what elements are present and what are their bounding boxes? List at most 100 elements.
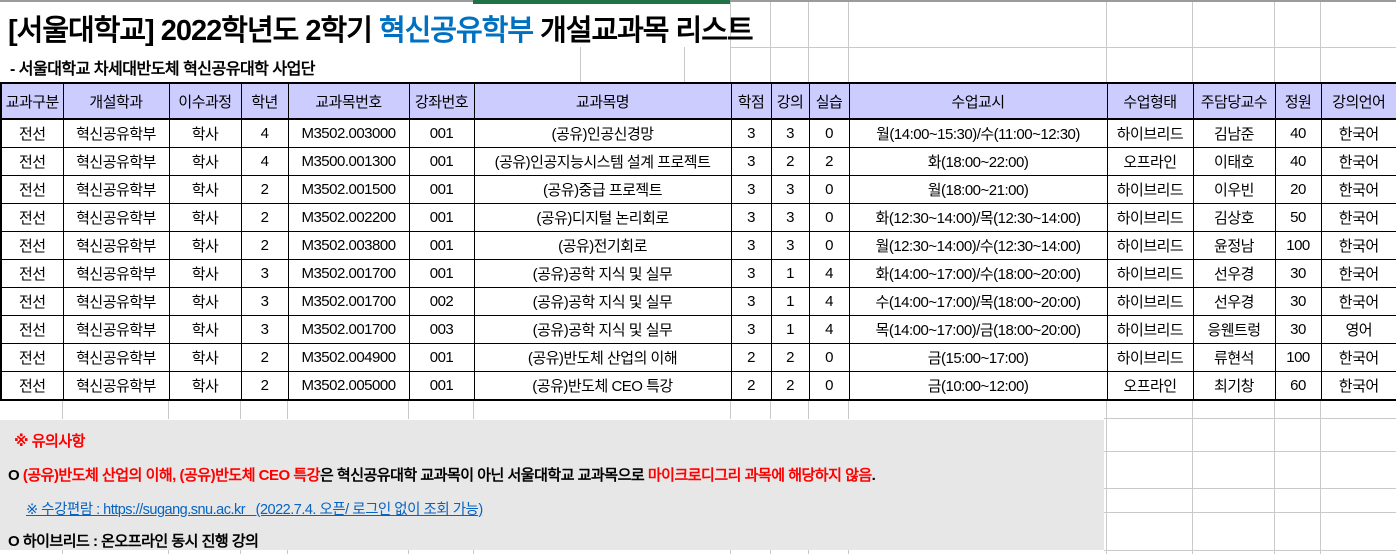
gridline [62,401,63,419]
cell-col-8: 2 [770,343,810,372]
cell-col-0: 전선 [0,203,64,232]
cell-col-8: 3 [770,231,810,260]
cell-col-1: 혁신공유학부 [62,287,170,316]
cell-col-8: 3 [770,118,810,148]
cell-col-9: 0 [808,175,850,204]
course-table: 교과구분 개설학과 이수과정 학년 교과목번호 강좌번호 교과목명 학점 강의 … [0,82,1396,401]
cell-col-4: M3502.001500 [287,175,410,204]
gridline [1104,512,1396,513]
cell-col-5: 001 [408,203,475,232]
cell-col-13: 40 [1274,147,1322,176]
title-text-suffix: 개설교과목 리스트 [533,15,754,47]
cell-col-0: 전선 [0,315,64,344]
course-table-body: 전선 혁신공유학부 학사 4 M3502.003000 001 (공유)인공신경망 3 3 0 월(… [0,118,1396,401]
top-accent-bar [473,0,730,4]
notes-panel: ※ 유의사항 O (공유)반도체 산업의 이해, (공유)반도체 CEO 특강은… [0,420,1104,550]
title-text-prefix: [서울대학교] 2022학년도 2학기 [8,15,379,47]
note-warning-red-1: (공유)반도체 산업의 이해, (공유)반도체 CEO 특강 [22,467,321,484]
cell-col-10: 화(18:00~22:00) [848,147,1108,176]
cell-col-7: 3 [730,203,772,232]
cell-col-4: M3502.003800 [287,231,410,260]
cell-col-11: 오프라인 [1106,371,1194,401]
cell-col-11: 오프라인 [1106,147,1194,176]
note-warning-prefix: O [8,467,23,484]
cell-col-11: 하이브리드 [1106,259,1194,288]
cell-col-6: (공유)공학 지식 및 실무 [473,315,732,344]
cell-col-9: 0 [808,118,850,148]
cell-col-0: 전선 [0,147,64,176]
cell-col-12: 선우경 [1192,287,1276,316]
cell-col-2: 학사 [168,147,242,176]
cell-col-3: 3 [240,315,289,344]
gridline [1192,401,1193,419]
gridline [730,549,731,554]
cell-col-0: 전선 [0,118,64,148]
header-category: 교과구분 [0,82,64,120]
cell-col-11: 하이브리드 [1106,175,1194,204]
cell-col-1: 혁신공유학부 [62,203,170,232]
cell-col-12: 류현석 [1192,343,1276,372]
cell-col-7: 3 [730,287,772,316]
gridline [240,549,241,554]
cell-col-10: 목(14:00~17:00)/금(18:00~20:00) [848,315,1108,344]
cell-col-13: 40 [1274,118,1322,148]
cell-col-2: 학사 [168,315,242,344]
cell-col-14: 한국어 [1320,231,1396,260]
gridline [770,2,771,82]
table-row: 전선 혁신공유학부 학사 2 M3502.005000 001 (공유)반도체 CEO 특강… [0,371,1396,401]
cell-col-0: 전선 [0,231,64,260]
cell-col-6: (공유)중급 프로젝트 [473,175,732,204]
cell-col-11: 하이브리드 [1106,287,1194,316]
cell-col-12: 김남준 [1192,118,1276,148]
cell-col-5: 001 [408,175,475,204]
gridline [168,549,169,554]
header-instructor: 주담당교수 [1192,82,1276,120]
table-row: 전선 혁신공유학부 학사 2 M3502.002200 001 (공유)디지털 논리회로 3 3… [0,203,1396,232]
cell-col-2: 학사 [168,343,242,372]
cell-col-0: 전선 [0,175,64,204]
gridline [287,401,288,419]
gridline [848,401,849,419]
header-year: 학년 [240,82,289,120]
note-warning-red-2: 마이크로디그리 과목에 해당하지 않음 [647,467,872,484]
header-format: 수업형태 [1106,82,1194,120]
note-warning: O (공유)반도체 산업의 이해, (공유)반도체 CEO 특강은 혁신공유대학… [8,464,876,485]
table-row: 전선 혁신공유학부 학사 4 M3500.001300 001 (공유)인공지능시스템 설계… [0,147,1396,176]
cell-col-13: 50 [1274,203,1322,232]
cell-col-5: 003 [408,315,475,344]
gridline [848,549,849,554]
cell-col-9: 0 [808,343,850,372]
cell-col-2: 학사 [168,231,242,260]
cell-col-11: 하이브리드 [1106,118,1194,148]
table-row: 전선 혁신공유학부 학사 4 M3502.003000 001 (공유)인공신경망 3 3 0 월(… [0,118,1396,148]
gridline [770,401,771,419]
cell-col-12: 김상호 [1192,203,1276,232]
cell-col-3: 3 [240,259,289,288]
cell-col-7: 2 [730,343,772,372]
cell-col-9: 0 [808,371,850,401]
gridline [770,549,771,554]
cell-col-13: 100 [1274,343,1322,372]
cell-col-6: (공유)인공지능시스템 설계 프로젝트 [473,147,732,176]
cell-col-11: 하이브리드 [1106,315,1194,344]
cell-col-5: 001 [408,343,475,372]
cell-col-10: 월(14:00~15:30)/수(11:00~12:30) [848,118,1108,148]
gridline [1106,418,1107,550]
gridline [1106,401,1107,419]
header-lecture-hours: 강의 [770,82,810,120]
sugang-link[interactable]: ※ 수강편람 : https://sugang.snu.ac.kr (2022.… [26,502,483,518]
cell-col-4: M3502.005000 [287,371,410,401]
cell-col-6: (공유)반도체 CEO 특강 [473,371,732,401]
table-row: 전선 혁신공유학부 학사 3 M3502.001700 001 (공유)공학 지식 및 실무… [0,259,1396,288]
cell-col-3: 2 [240,203,289,232]
header-course-number: 교과목번호 [287,82,410,120]
header-credits: 학점 [730,82,772,120]
cell-col-10: 금(10:00~12:00) [848,371,1108,401]
cell-col-8: 3 [770,175,810,204]
gridline [580,47,581,82]
header-schedule: 수업교시 [848,82,1108,120]
header-language: 강의언어 [1320,82,1396,120]
cell-col-0: 전선 [0,287,64,316]
cell-col-1: 혁신공유학부 [62,118,170,148]
cell-col-10: 화(12:30~14:00)/목(12:30~14:00) [848,203,1108,232]
